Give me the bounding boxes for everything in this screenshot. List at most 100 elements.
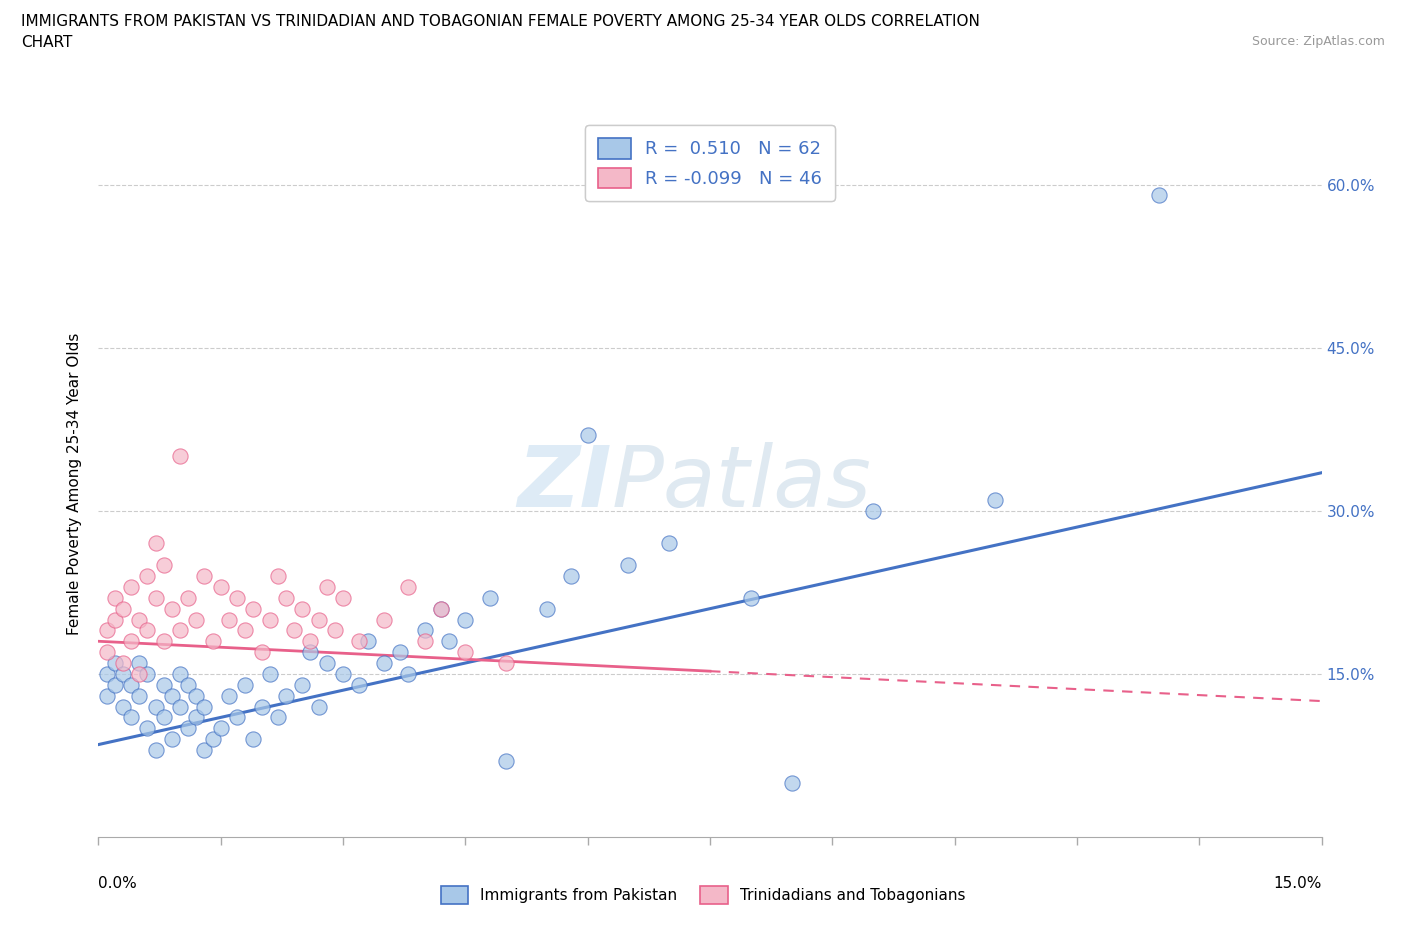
Point [136,568,159,583]
Point [259,667,281,682]
Point [323,623,346,638]
Point [1147,188,1170,203]
Point [169,667,191,682]
Point [128,612,150,627]
Point [128,667,150,682]
Point [177,721,200,736]
Point [495,753,517,768]
Point [128,688,150,703]
Point [226,710,249,724]
Point [233,677,256,692]
Point [120,677,142,692]
Point [291,601,314,616]
Point [267,568,290,583]
Point [373,656,395,671]
Point [478,591,501,605]
Point [396,667,419,682]
Point [267,710,290,724]
Point [111,601,134,616]
Point [145,536,167,551]
Point [186,710,208,724]
Point [104,591,127,605]
Point [413,634,436,649]
Point [315,656,337,671]
Point [291,677,314,692]
Point [984,493,1007,508]
Point [201,634,224,649]
Point [242,732,264,747]
Point [250,644,273,659]
Point [96,667,118,682]
Point [780,776,803,790]
Point [186,688,208,703]
Point [299,634,322,649]
Point [136,667,159,682]
Point [315,579,337,594]
Point [332,667,354,682]
Point [218,612,240,627]
Point [104,656,127,671]
Point [111,656,134,671]
Point [430,601,453,616]
Point [349,677,371,692]
Point [454,644,477,659]
Point [658,536,681,551]
Point [96,623,118,638]
Point [413,623,436,638]
Point [226,591,249,605]
Point [193,568,215,583]
Point [193,742,215,757]
Point [169,449,191,464]
Point [308,612,330,627]
Legend: Immigrants from Pakistan, Trinidadians and Tobagonians: Immigrants from Pakistan, Trinidadians a… [432,877,974,913]
Point [283,623,305,638]
Point [104,677,127,692]
Point [373,612,395,627]
Point [242,601,264,616]
Point [120,579,142,594]
Point [250,699,273,714]
Point [233,623,256,638]
Point [430,601,453,616]
Text: ZI: ZI [517,442,612,525]
Point [111,699,134,714]
Point [145,699,167,714]
Text: Source: ZipAtlas.com: Source: ZipAtlas.com [1251,35,1385,48]
Point [437,634,460,649]
Point [160,688,183,703]
Point [136,721,159,736]
Legend: R =  0.510   N = 62, R = -0.099   N = 46: R = 0.510 N = 62, R = -0.099 N = 46 [585,126,835,201]
Point [356,634,378,649]
Point [495,656,517,671]
Point [169,623,191,638]
Point [193,699,215,714]
Point [104,612,127,627]
Point [740,591,762,605]
Point [120,634,142,649]
Point [259,612,281,627]
Text: CHART: CHART [21,35,73,50]
Point [209,721,232,736]
Point [332,591,354,605]
Point [128,656,150,671]
Point [96,688,118,703]
Point [396,579,419,594]
Point [349,634,371,649]
Point [274,591,297,605]
Point [145,742,167,757]
Text: 0.0%: 0.0% [98,876,138,891]
Text: IMMIGRANTS FROM PAKISTAN VS TRINIDADIAN AND TOBAGONIAN FEMALE POVERTY AMONG 25-3: IMMIGRANTS FROM PAKISTAN VS TRINIDADIAN … [21,14,980,29]
Point [160,601,183,616]
Point [274,688,297,703]
Point [617,558,640,573]
Text: 15.0%: 15.0% [1274,876,1322,891]
Y-axis label: Female Poverty Among 25-34 Year Olds: Female Poverty Among 25-34 Year Olds [67,332,83,635]
Point [145,591,167,605]
Point [862,503,884,518]
Point [536,601,558,616]
Point [136,623,159,638]
Point [389,644,412,659]
Point [152,677,174,692]
Point [160,732,183,747]
Point [186,612,208,627]
